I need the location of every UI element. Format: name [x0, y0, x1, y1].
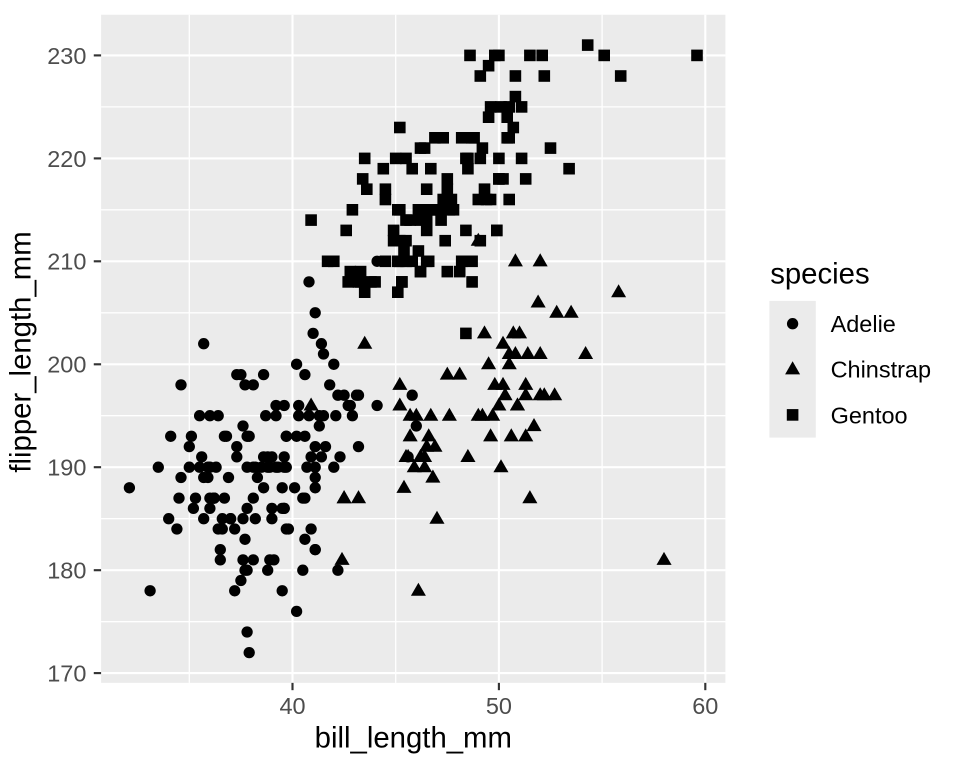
svg-text:190: 190 — [47, 455, 86, 481]
svg-text:40: 40 — [279, 693, 305, 719]
svg-text:Adelie: Adelie — [831, 311, 896, 337]
svg-text:220: 220 — [47, 146, 86, 172]
svg-text:230: 230 — [47, 43, 86, 69]
svg-text:flipper_length_mm: flipper_length_mm — [5, 231, 38, 472]
svg-text:200: 200 — [47, 352, 86, 378]
svg-text:210: 210 — [47, 249, 86, 275]
svg-text:50: 50 — [486, 693, 512, 719]
svg-text:60: 60 — [692, 693, 718, 719]
svg-text:180: 180 — [47, 558, 86, 584]
svg-text:Chinstrap: Chinstrap — [831, 357, 931, 383]
svg-text:Gentoo: Gentoo — [831, 402, 908, 428]
svg-text:170: 170 — [47, 661, 86, 687]
svg-text:bill_length_mm: bill_length_mm — [315, 722, 512, 755]
svg-text:species: species — [770, 258, 869, 291]
